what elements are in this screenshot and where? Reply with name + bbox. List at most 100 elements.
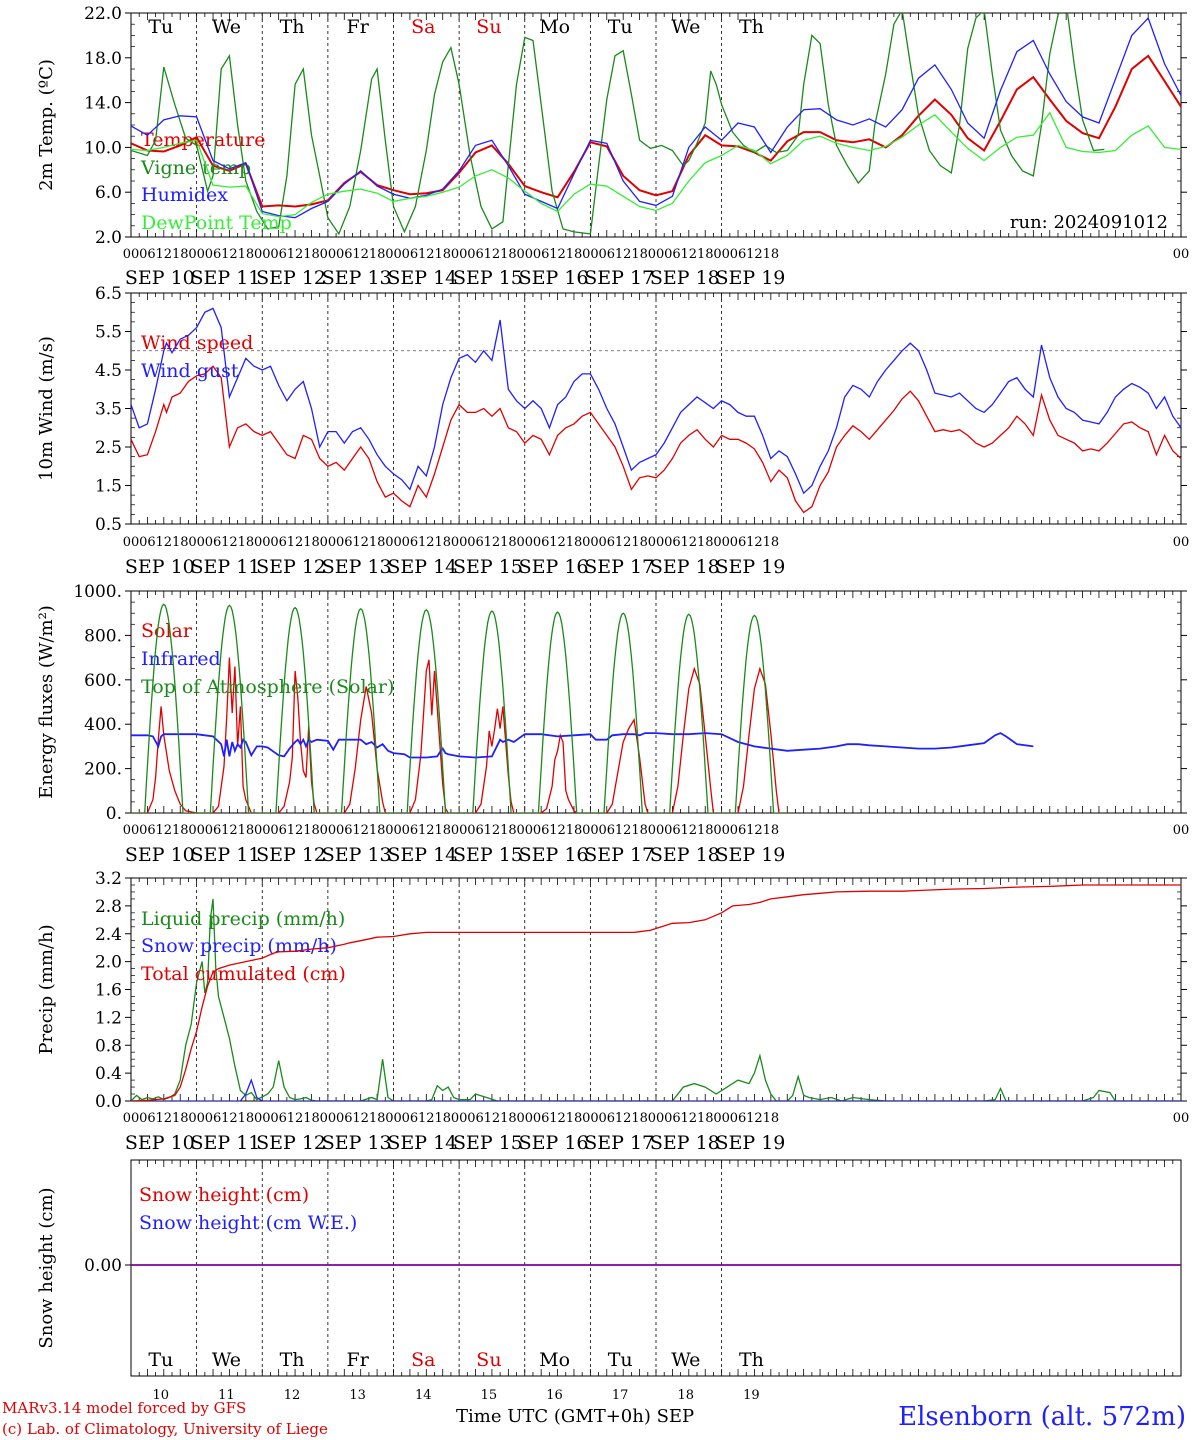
- hour-tick-label: 00: [451, 247, 468, 262]
- hour-tick-label: 00: [1173, 1111, 1190, 1126]
- weekday-label: Tu: [148, 16, 173, 38]
- hour-tick-label: 12: [746, 823, 763, 838]
- panel-4: 0.00 Snow height (cm) Tu We Th Fr Sa Su Mo Tu We Th…: [36, 1159, 1182, 1403]
- legend-entry: Snow height (cm): [139, 1184, 309, 1206]
- hour-tick-label: 06: [533, 1111, 550, 1126]
- date-label: SEP 14: [387, 267, 457, 289]
- hour-tick-label: 06: [730, 1111, 747, 1126]
- hour-tick-label: 00: [123, 247, 140, 262]
- hour-tick-label: 06: [467, 247, 484, 262]
- hour-tick-label: 12: [484, 535, 501, 550]
- hour-tick-label: 12: [418, 535, 435, 550]
- hour-tick-label: 00: [582, 1111, 599, 1126]
- weekday-label: Tu: [608, 16, 633, 38]
- weekday-label: We: [671, 16, 700, 38]
- panel-3: 0.0 0.4 0.8 1.2 1.6 2.0 2.4 2.8 3.2 Precip (mm/h)…: [36, 869, 1189, 1154]
- hour-tick-label: 06: [533, 247, 550, 262]
- hour-tick-label: 00: [1173, 535, 1190, 550]
- weekday-label: We: [212, 1349, 241, 1371]
- date-label: SEP 12: [256, 844, 326, 866]
- hour-tick-label: 06: [467, 535, 484, 550]
- legend-entry: Snow precip (mm/h): [141, 935, 337, 957]
- hour-tick-label: 06: [730, 823, 747, 838]
- date-label: SEP 19: [715, 556, 785, 578]
- hour-tick-label: 06: [139, 1111, 156, 1126]
- y-tick-label: 0.4: [95, 1064, 122, 1084]
- hour-tick-label: 00: [516, 823, 533, 838]
- weekday-label: Su: [476, 1349, 501, 1371]
- y-tick-label: 0.5: [95, 515, 122, 535]
- hour-tick-label: 00: [254, 535, 271, 550]
- hour-tick-label: 06: [730, 247, 747, 262]
- date-label: SEP 11: [190, 844, 260, 866]
- hour-tick-label: 06: [139, 247, 156, 262]
- hour-tick-label: 18: [434, 535, 451, 550]
- hour-tick-label: 18: [697, 535, 714, 550]
- hour-tick-label: 00: [1173, 247, 1190, 262]
- hour-tick-label: 12: [418, 823, 435, 838]
- legend-entry: Solar: [141, 620, 193, 642]
- hour-tick-label: 18: [238, 247, 255, 262]
- hour-tick-label: 12: [352, 247, 369, 262]
- y-tick-label: 3.5: [95, 400, 122, 420]
- hour-tick-label: 18: [303, 823, 320, 838]
- y-tick-label: 0.8: [95, 1036, 122, 1056]
- date-label: SEP 15: [453, 267, 523, 289]
- legend-entry: Total cumulated (cm): [141, 963, 346, 985]
- hour-tick-label: 18: [631, 823, 648, 838]
- hour-tick-label: 00: [188, 247, 205, 262]
- hour-tick-label: 12: [549, 1111, 566, 1126]
- hour-tick-label: 06: [664, 535, 681, 550]
- hour-tick-label: 18: [303, 1111, 320, 1126]
- hour-tick-label: 12: [484, 1111, 501, 1126]
- station-name: Elsenborn (alt. 572m): [898, 1402, 1186, 1432]
- date-label: SEP 19: [715, 267, 785, 289]
- hour-tick-label: 00: [123, 1111, 140, 1126]
- date-label: SEP 12: [256, 556, 326, 578]
- hour-tick-label: 00: [188, 1111, 205, 1126]
- date-label: SEP 14: [387, 844, 457, 866]
- legend-entry: DewPoint Temp: [141, 212, 292, 234]
- hour-tick-label: 12: [615, 247, 632, 262]
- hour-tick-label: 06: [402, 247, 419, 262]
- hour-tick-label: 18: [566, 535, 583, 550]
- hour-tick-label: 06: [533, 823, 550, 838]
- hour-tick-label: 12: [681, 247, 698, 262]
- panel-2: 0. 200. 400. 600. 800. 1000. Energy fluxes (W/…: [36, 582, 1189, 866]
- hour-tick-label: 18: [763, 1111, 780, 1126]
- date-label: SEP 13: [322, 267, 392, 289]
- hour-tick-label: 06: [336, 1111, 353, 1126]
- weekday-label: Tu: [608, 1349, 633, 1371]
- y-tick-label: 1.2: [95, 1008, 122, 1028]
- hour-tick-label: 18: [434, 247, 451, 262]
- hour-tick-label: 18: [238, 1111, 255, 1126]
- hour-tick-label: 12: [549, 247, 566, 262]
- y-tick-label: 5.5: [95, 323, 122, 343]
- series-line-3-0: [131, 898, 1181, 1101]
- date-label: SEP 10: [125, 556, 195, 578]
- hour-tick-label: 12: [352, 535, 369, 550]
- series-line-3-2: [131, 884, 1181, 1101]
- date-label: SEP 12: [256, 1132, 326, 1154]
- legend-entry: Humidex: [141, 184, 228, 206]
- hour-tick-label: 12: [681, 823, 698, 838]
- weekday-label: Th: [739, 16, 764, 38]
- hour-tick-label: 18: [434, 1111, 451, 1126]
- hour-tick-label: 06: [139, 823, 156, 838]
- hour-tick-label: 12: [418, 1111, 435, 1126]
- hour-tick-label: 12: [549, 823, 566, 838]
- hour-tick-label: 06: [664, 247, 681, 262]
- hour-tick-label: 00: [713, 535, 730, 550]
- hour-tick-label: 12: [681, 1111, 698, 1126]
- series-line-1-0: [131, 365, 1181, 514]
- date-label: SEP 17: [584, 844, 654, 866]
- hour-tick-label: 12: [746, 1111, 763, 1126]
- hour-tick-label: 18: [566, 1111, 583, 1126]
- hour-tick-label: 06: [402, 1111, 419, 1126]
- hour-tick-label: 06: [336, 823, 353, 838]
- hour-tick-label: 18: [631, 247, 648, 262]
- series-line-0-3: [131, 111, 1181, 218]
- hour-tick-label: 06: [139, 535, 156, 550]
- y-tick-label: 6.5: [95, 284, 122, 304]
